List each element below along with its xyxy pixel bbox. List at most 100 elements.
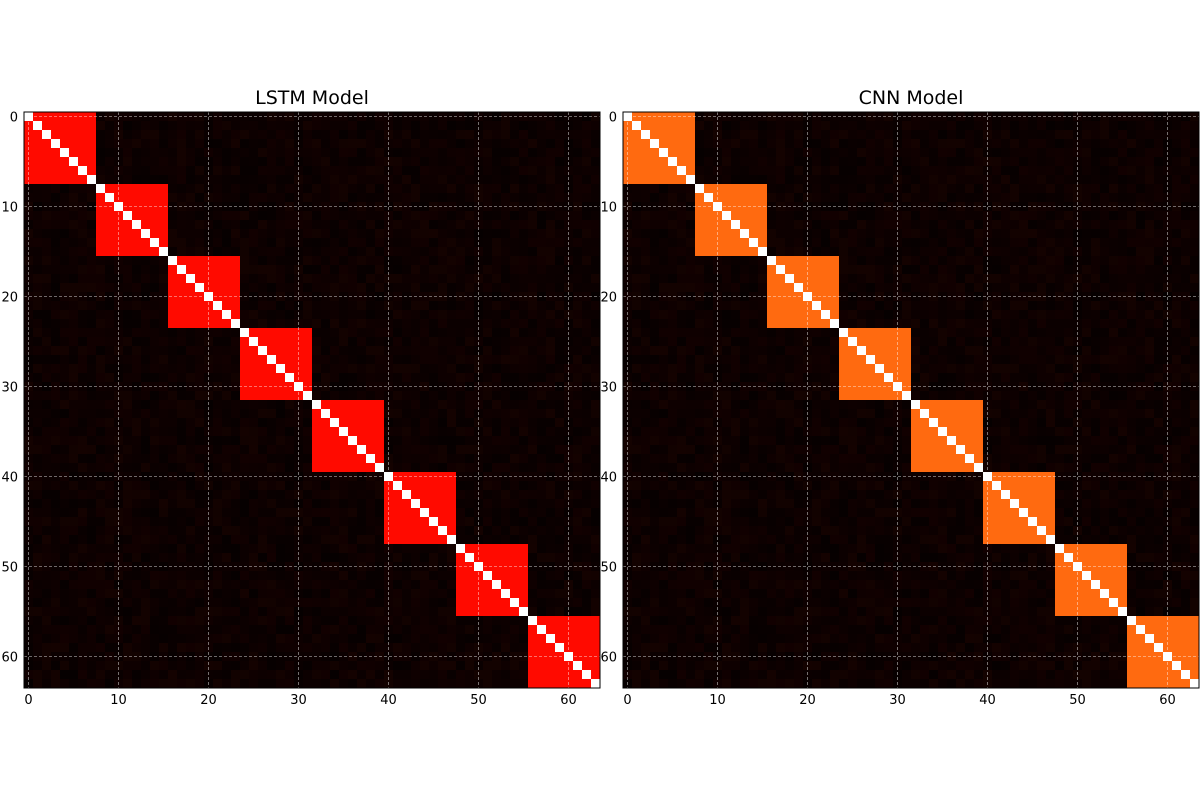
lstm-heatmap-cell [267,400,277,410]
lstm-heatmap-cell [33,463,43,473]
lstm-heatmap-cell [204,562,214,572]
lstm-heatmap-cell [519,535,529,545]
lstm-heatmap-cell [195,220,205,230]
lstm-heatmap-cell [150,625,160,635]
lstm-heatmap-cell [339,589,349,599]
cnn-heatmap-cell [1127,139,1137,149]
lstm-heatmap-cell [438,571,448,581]
lstm-heatmap-cell [177,643,187,653]
lstm-heatmap-cell [132,130,142,140]
lstm-heatmap-cell [348,535,358,545]
lstm-heatmap-cell [258,643,268,653]
lstm-heatmap-cell [51,625,61,635]
lstm-heatmap-cell [546,130,556,140]
lstm-heatmap-cell [591,220,601,230]
lstm-heatmap-cell [267,193,277,203]
lstm-heatmap-cell [429,283,439,293]
lstm-heatmap-cell [519,157,529,167]
lstm-heatmap-cell [51,373,61,383]
lstm-heatmap-cell [186,607,196,617]
lstm-heatmap-cell [348,337,358,347]
lstm-heatmap-cell [114,202,124,212]
lstm-heatmap-cell [105,463,115,473]
lstm-heatmap-cell [285,427,295,437]
cnn-heatmap-cell [668,121,678,131]
lstm-heatmap-cell [591,310,601,320]
lstm-heatmap-cell [555,238,565,248]
lstm-heatmap-cell [123,535,133,545]
lstm-heatmap-cell [483,436,493,446]
lstm-heatmap-cell [411,445,421,455]
lstm-heatmap-cell [222,355,232,365]
lstm-heatmap-cell [51,670,61,680]
lstm-heatmap-cell [213,571,223,581]
cnn-heatmap-cell [884,220,894,230]
lstm-heatmap-cell [465,328,475,338]
lstm-heatmap-cell [258,346,268,356]
lstm-heatmap-cell [60,319,70,329]
lstm-heatmap-cell [582,643,592,653]
lstm-heatmap-cell [69,382,79,392]
lstm-heatmap-cell [357,481,367,491]
lstm-heatmap-cell [465,355,475,365]
lstm-heatmap-cell [366,535,376,545]
lstm-heatmap-cell [393,517,403,527]
lstm-heatmap-cell [285,445,295,455]
lstm-heatmap-cell [303,652,313,662]
cnn-heatmap-cell [641,130,651,140]
cnn-heatmap-cell [1181,211,1191,221]
cnn-heatmap-cell [1172,184,1182,194]
lstm-heatmap-cell [276,625,286,635]
lstm-heatmap-cell [591,391,601,401]
lstm-heatmap-cell [51,283,61,293]
cnn-heatmap-cell [992,112,1002,122]
lstm-heatmap-cell [33,238,43,248]
lstm-heatmap-cell [492,544,502,554]
cnn-heatmap-cell [677,193,687,203]
lstm-heatmap-cell [447,337,457,347]
lstm-heatmap-cell [375,229,385,239]
cnn-heatmap-cell [1127,112,1137,122]
lstm-heatmap-cell [519,661,529,671]
lstm-heatmap-cell [33,589,43,599]
lstm-heatmap-cell [150,643,160,653]
lstm-heatmap-cell [348,544,358,554]
lstm-heatmap-cell [240,238,250,248]
cnn-heatmap-cell [974,193,984,203]
lstm-heatmap-cell [546,220,556,230]
lstm-heatmap-cell [285,616,295,626]
lstm-heatmap-cell [294,607,304,617]
lstm-heatmap-cell [195,184,205,194]
lstm-heatmap-cell [492,499,502,509]
lstm-heatmap-cell [168,211,178,221]
lstm-heatmap-cell [411,274,421,284]
lstm-heatmap-cell [150,391,160,401]
lstm-heatmap-cell [33,535,43,545]
lstm-heatmap-cell [519,238,529,248]
cnn-heatmap-cell [740,184,750,194]
lstm-heatmap-cell [456,328,466,338]
lstm-heatmap-cell [276,121,286,131]
lstm-heatmap-cell [87,148,97,158]
lstm-heatmap-cell [501,130,511,140]
lstm-heatmap-cell [492,310,502,320]
lstm-heatmap-cell [24,571,34,581]
lstm-heatmap-cell [276,256,286,266]
cnn-heatmap-cell [1019,166,1029,176]
lstm-heatmap-cell [402,445,412,455]
lstm-heatmap-cell [195,337,205,347]
lstm-heatmap-cell [411,661,421,671]
lstm-heatmap-cell [330,517,340,527]
lstm-heatmap-cell [114,121,124,131]
lstm-heatmap-cell [231,463,241,473]
lstm-heatmap-cell [519,148,529,158]
lstm-heatmap-cell [87,373,97,383]
lstm-heatmap-cell [132,175,142,185]
lstm-heatmap-cell [546,598,556,608]
lstm-heatmap-cell [303,346,313,356]
lstm-heatmap-cell [159,157,169,167]
cnn-heatmap-cell [686,148,696,158]
lstm-heatmap-cell [393,454,403,464]
lstm-heatmap-cell [69,175,79,185]
lstm-heatmap-cell [123,238,133,248]
